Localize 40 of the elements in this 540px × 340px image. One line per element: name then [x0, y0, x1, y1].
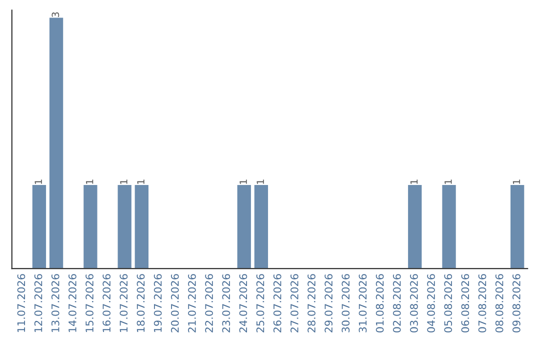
x-tick-label: 29.07.2026: [324, 274, 333, 332]
x-tick-label: 28.07.2026: [308, 274, 316, 332]
data-label: 3: [52, 12, 60, 17]
x-tick-label: 01.08.2026: [376, 274, 384, 332]
x-tick-label: 07.08.2026: [478, 274, 486, 332]
x-tick-label: 24.07.2026: [239, 274, 248, 332]
data-label: 1: [444, 180, 452, 184]
x-tick-label: 19.07.2026: [154, 274, 162, 332]
data-label: 1: [256, 180, 264, 184]
data-label: 1: [137, 180, 144, 184]
x-tick-label: 25.07.2026: [256, 274, 264, 332]
x-tick-label: 14.07.2026: [68, 274, 76, 332]
x-tick-label: 09.08.2026: [512, 274, 520, 332]
data-label: 1: [120, 180, 128, 184]
x-tick-label: 22.07.2026: [205, 274, 213, 332]
x-tick-label: 18.07.2026: [136, 274, 145, 332]
x-tick-label: 15.07.2026: [86, 274, 94, 332]
x-tick-label: 16.07.2026: [102, 274, 111, 332]
x-tick-label: 06.08.2026: [461, 274, 470, 332]
x-tick-label: 20.07.2026: [170, 274, 179, 332]
x-tick-label: 17.07.2026: [120, 274, 128, 332]
x-tick-label: 11.07.2026: [17, 274, 26, 332]
data-label: 1: [512, 180, 520, 184]
x-tick-label: 27.07.2026: [290, 274, 298, 332]
data-label: 1: [34, 180, 42, 184]
x-tick-label: 31.07.2026: [358, 274, 367, 332]
data-label: 1: [86, 180, 94, 184]
x-tick-label: 12.07.2026: [34, 274, 42, 332]
x-tick-label: 02.08.2026: [392, 274, 401, 332]
x-tick-label: 26.07.2026: [273, 274, 282, 332]
x-tick-label: 21.07.2026: [188, 274, 196, 332]
x-tick-label: 03.08.2026: [410, 274, 418, 332]
x-tick-label: 13.07.2026: [51, 274, 60, 332]
data-label: 1: [410, 180, 418, 184]
data-label: 1: [240, 180, 247, 184]
x-tick-label: 05.08.2026: [444, 274, 452, 332]
x-tick-label: 23.07.2026: [222, 274, 230, 332]
x-tick-label: 08.08.2026: [495, 274, 504, 332]
x-tick-label: 04.08.2026: [427, 274, 435, 332]
x-tick-label: 30.07.2026: [342, 274, 350, 332]
